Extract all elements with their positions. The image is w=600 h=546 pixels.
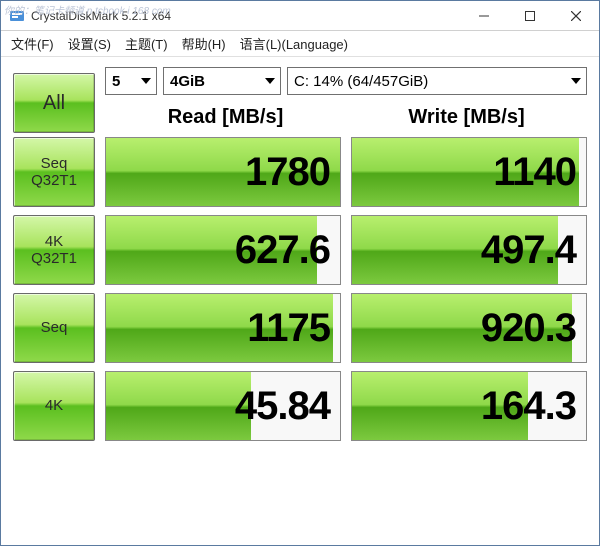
4k-button[interactable]: 4K [13,371,95,441]
test-count-select[interactable]: 5 [105,67,157,95]
menu-settings[interactable]: 设置(S) [68,34,111,53]
4k-q32t1-write-value: 497.4 [481,228,576,273]
content-area: All 5 4GiB C: 14% (64/457GiB) [1,57,599,545]
4k-write-value: 164.3 [481,384,576,429]
btn-line1: Seq [41,155,68,172]
maximize-icon [525,11,535,21]
footer-space [13,441,587,481]
menu-theme[interactable]: 主题(T) [125,34,168,53]
seq-q32t1-read-value: 1780 [245,150,330,195]
minimize-icon [479,11,489,21]
4k-q32t1-write-cell: 497.4 [351,215,587,285]
seq-button[interactable]: Seq [13,293,95,363]
write-header: Write [MB/s] [346,106,587,129]
4k-read-value: 45.84 [235,384,330,429]
close-button[interactable] [553,1,599,30]
chevron-down-icon [140,77,152,85]
seq-q32t1-button[interactable]: Seq Q32T1 [13,137,95,207]
close-icon [571,11,581,21]
4k-q32t1-read-cell: 627.6 [105,215,341,285]
drive-select[interactable]: C: 14% (64/457GiB) [287,67,587,95]
titlebar: CrystalDiskMark 5.2.1 x64 [1,1,599,31]
4k-write-cell: 164.3 [351,371,587,441]
row-4k: 4K 45.84 164.3 [13,371,587,441]
window-buttons [461,1,599,30]
menu-help[interactable]: 帮助(H) [182,34,226,53]
minimize-button[interactable] [461,1,507,30]
test-count-value: 5 [112,73,120,90]
test-size-select[interactable]: 4GiB [163,67,281,95]
btn-line2: Q32T1 [31,250,77,267]
all-button[interactable]: All [13,73,95,133]
seq-read-value: 1175 [247,306,330,351]
4k-read-cell: 45.84 [105,371,341,441]
btn-line1: 4K [45,233,63,250]
menu-file[interactable]: 文件(F) [11,34,54,53]
btn-line2: Q32T1 [31,172,77,189]
row-seq-q32t1: Seq Q32T1 1780 1140 [13,137,587,207]
chevron-down-icon [264,77,276,85]
test-size-value: 4GiB [170,73,205,90]
drive-value: C: 14% (64/457GiB) [294,73,428,90]
window-title: CrystalDiskMark 5.2.1 x64 [31,9,461,23]
chevron-down-icon [570,77,582,85]
app-icon [9,8,25,24]
seq-q32t1-read-cell: 1780 [105,137,341,207]
4k-q32t1-button[interactable]: 4K Q32T1 [13,215,95,285]
seq-read-cell: 1175 [105,293,341,363]
results-grid: Seq Q32T1 1780 1140 4K Q3 [13,137,587,441]
seq-write-cell: 920.3 [351,293,587,363]
menubar: 文件(F) 设置(S) 主题(T) 帮助(H) 语言(L)(Language) [1,31,599,57]
app-window: CrystalDiskMark 5.2.1 x64 文件(F) 设置(S) 主题… [0,0,600,546]
btn-line1: 4K [45,397,63,414]
4k-q32t1-read-value: 627.6 [235,228,330,273]
maximize-button[interactable] [507,1,553,30]
seq-write-value: 920.3 [481,306,576,351]
4k-read-bar [106,372,251,440]
menu-language[interactable]: 语言(L)(Language) [240,34,348,53]
row-seq: Seq 1175 920.3 [13,293,587,363]
btn-line1: Seq [41,319,68,336]
row-4k-q32t1: 4K Q32T1 627.6 497.4 [13,215,587,285]
seq-q32t1-write-value: 1140 [493,150,576,195]
seq-q32t1-write-cell: 1140 [351,137,587,207]
read-header: Read [MB/s] [105,106,346,129]
